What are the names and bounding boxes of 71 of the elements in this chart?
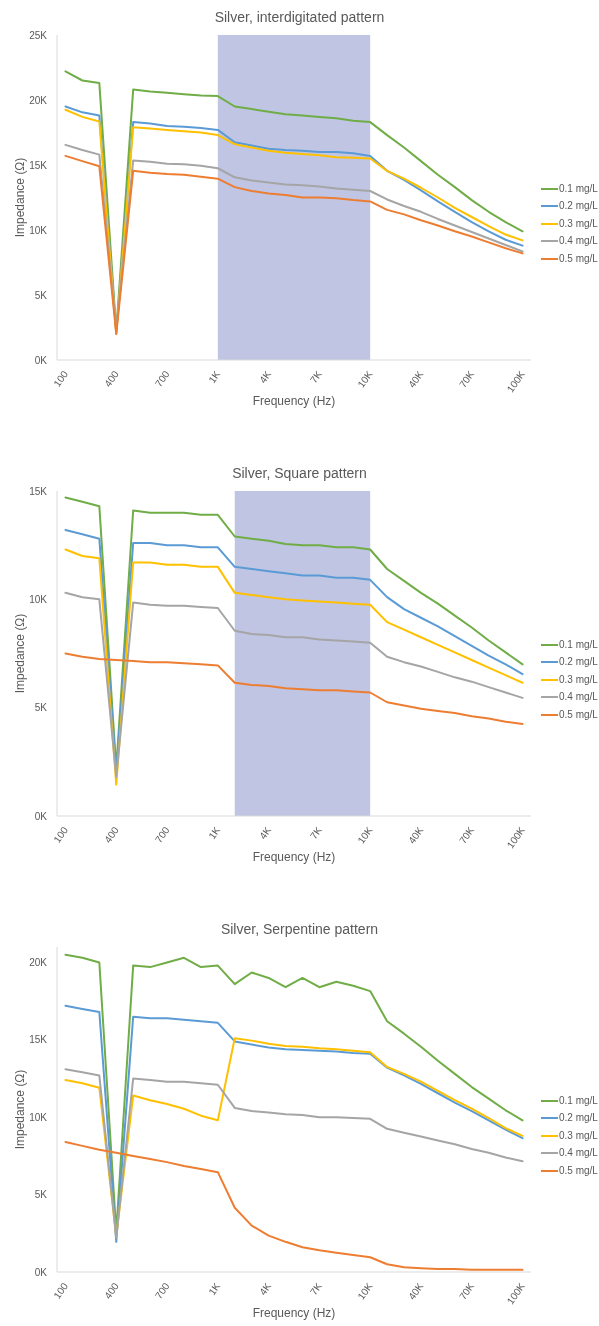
x-tick-label: 700: [152, 1280, 172, 1301]
line-series: [64, 591, 524, 778]
x-tick-label: 4K: [257, 824, 274, 842]
legend-label: 0.5 mg/L: [559, 708, 598, 721]
x-tick-label: 1K: [206, 1280, 223, 1298]
y-tick-label: 20K: [29, 957, 48, 969]
x-tick-label: 40K: [406, 368, 426, 390]
x-tick-label: 400: [102, 1280, 122, 1301]
x-tick-label: 700: [152, 368, 172, 389]
chart-title: Silver, Square pattern: [231, 465, 368, 481]
legend-label: 0.1 mg/L: [559, 638, 598, 651]
x-tick-label: 10K: [355, 1280, 375, 1302]
legend-label: 0.4 mg/L: [559, 1147, 598, 1159]
x-tick-label: 400: [102, 368, 122, 389]
legend-label: 0.4 mg/L: [559, 691, 598, 703]
legend-label: 0.3 mg/L: [559, 217, 598, 230]
x-tick-label: 40K: [406, 1280, 426, 1302]
y-tick-label: 15K: [29, 485, 48, 497]
x-tick-label: 70K: [457, 1280, 477, 1302]
x-axis-title: Frequency (Hz): [252, 850, 336, 864]
x-tick-label: 10K: [355, 368, 375, 390]
y-tick-label: 5K: [34, 289, 48, 301]
chart-title: Silver, Serpentine pattern: [219, 921, 380, 937]
line-series: [64, 1004, 524, 1243]
x-tick-label: 100: [51, 1280, 71, 1301]
legend-label: 0.2 mg/L: [559, 200, 598, 212]
x-tick-label: 700: [152, 824, 172, 845]
x-tick-label: 7K: [307, 368, 325, 386]
x-tick-label: 7K: [307, 1280, 325, 1298]
y-axis-title: Impedance (Ω): [13, 1069, 28, 1150]
y-tick-label: 0K: [34, 354, 48, 366]
y-axis-title: Impedance (Ω): [13, 157, 28, 238]
y-tick-label: 15K: [29, 159, 48, 171]
line-series: [64, 1068, 524, 1239]
x-axis-title: Frequency (Hz): [252, 1306, 336, 1320]
y-tick-label: 20K: [29, 94, 48, 106]
y-tick-label: 25K: [29, 29, 48, 41]
line-series: [64, 652, 524, 725]
legend-label: 0.5 mg/L: [559, 252, 598, 265]
y-tick-label: 10K: [29, 1111, 48, 1123]
x-tick-label: 7K: [307, 824, 325, 842]
y-tick-label: 0K: [34, 1266, 48, 1278]
y-tick-label: 5K: [34, 702, 48, 714]
x-tick-label: 400: [102, 824, 122, 845]
y-tick-label: 10K: [29, 593, 48, 605]
x-tick-label: 100: [51, 824, 71, 845]
x-tick-label: 70K: [457, 368, 477, 390]
legend-label: 0.1 mg/L: [559, 1094, 598, 1107]
legend-label: 0.2 mg/L: [559, 656, 598, 668]
legend-label: 0.3 mg/L: [559, 1129, 598, 1142]
y-tick-label: 15K: [29, 1034, 48, 1046]
chart-title: Silver, interdigitated pattern: [213, 9, 386, 25]
y-axis-title: Impedance (Ω): [13, 613, 28, 694]
x-tick-label: 1K: [206, 824, 223, 842]
legend-label: 0.3 mg/L: [559, 673, 598, 686]
x-tick-label: 70K: [457, 824, 477, 846]
x-tick-label: 40K: [406, 824, 426, 846]
line-series: [64, 1141, 524, 1271]
x-tick-label: 1K: [206, 368, 223, 386]
x-tick-label: 100: [51, 368, 71, 389]
y-tick-label: 0K: [34, 810, 48, 822]
legend-label: 0.4 mg/L: [559, 235, 598, 247]
legend-label: 0.1 mg/L: [559, 182, 598, 195]
y-tick-label: 10K: [29, 224, 48, 236]
x-tick-label: 10K: [355, 824, 375, 846]
x-tick-label: 4K: [257, 368, 274, 386]
legend-label: 0.5 mg/L: [559, 1164, 598, 1177]
y-tick-label: 5K: [34, 1189, 48, 1201]
x-axis-title: Frequency (Hz): [252, 394, 336, 408]
legend-label: 0.2 mg/L: [559, 1112, 598, 1124]
x-tick-label: 4K: [257, 1280, 274, 1298]
